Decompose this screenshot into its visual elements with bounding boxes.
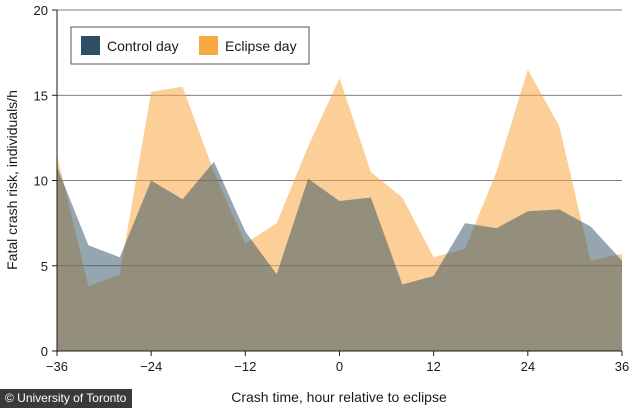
y-tick-labels: 0 5 10 15 20 [34, 3, 57, 359]
y-tick-label: 10 [34, 174, 48, 189]
x-tick-label: −24 [140, 359, 162, 374]
x-tick-label: 24 [521, 359, 535, 374]
legend-label-control: Control day [107, 38, 179, 54]
y-tick-label: 0 [41, 344, 48, 359]
area-control-day [57, 161, 622, 351]
series-areas [57, 69, 622, 352]
x-tick-label: 0 [336, 359, 343, 374]
y-tick-label: 20 [34, 3, 48, 18]
y-tick-label: 15 [34, 88, 48, 103]
watermark: © University of Toronto [0, 389, 133, 408]
legend-swatch-eclipse [199, 36, 218, 55]
x-tick-label: −36 [46, 359, 68, 374]
y-tick-label: 5 [41, 259, 48, 274]
x-tick-labels: −36 −24 −12 0 12 24 36 [46, 351, 629, 374]
legend: Control day Eclipse day [70, 26, 310, 65]
legend-swatch-control [81, 36, 100, 55]
y-axis-label: Fatal crash risk, individuals/h [4, 90, 20, 270]
x-tick-label: 12 [426, 359, 440, 374]
legend-box [70, 26, 310, 65]
x-axis-label: Crash time, hour relative to eclipse [231, 389, 447, 405]
x-tick-label: −12 [234, 359, 256, 374]
x-tick-label: 36 [615, 359, 629, 374]
legend-label-eclipse: Eclipse day [225, 38, 297, 54]
